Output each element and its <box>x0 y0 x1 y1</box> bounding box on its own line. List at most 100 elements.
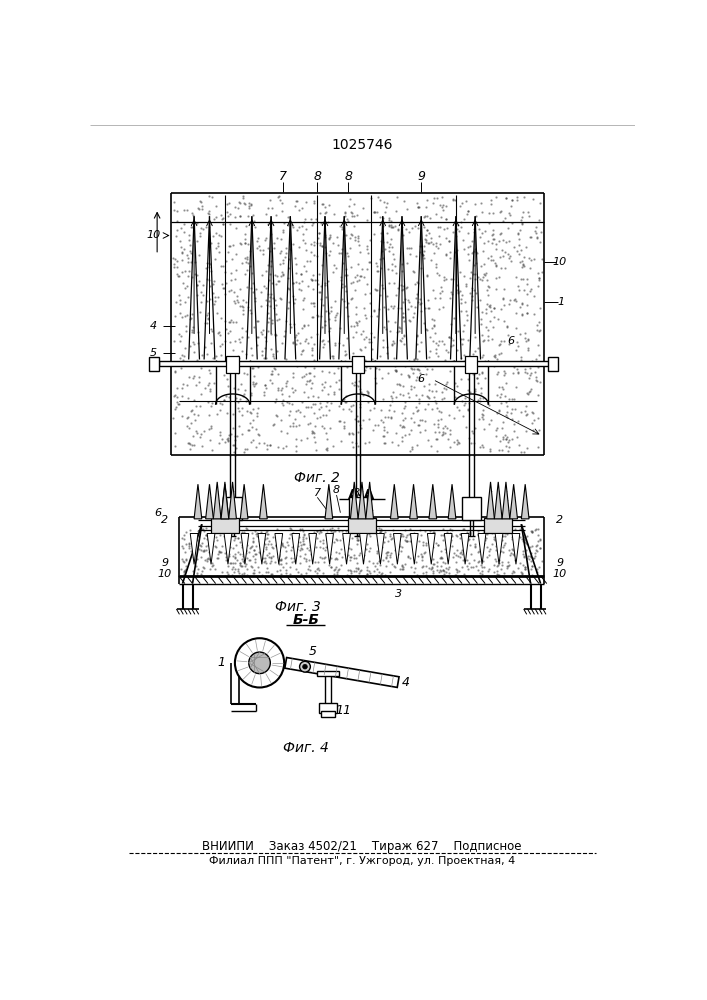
Point <box>421 192 433 208</box>
Point <box>186 322 197 338</box>
Point <box>261 333 272 349</box>
Point <box>398 336 409 352</box>
Point <box>233 394 244 410</box>
Point <box>452 562 463 578</box>
Point <box>298 301 309 317</box>
Point <box>371 567 382 583</box>
Point <box>214 327 226 343</box>
Point <box>406 240 417 256</box>
Point <box>395 277 407 293</box>
Point <box>315 409 326 425</box>
Point <box>170 401 181 417</box>
Point <box>496 442 507 458</box>
Point <box>172 396 183 412</box>
Point <box>448 434 460 450</box>
Point <box>457 552 469 568</box>
Point <box>261 380 272 396</box>
Circle shape <box>235 638 284 687</box>
Point <box>390 362 401 378</box>
Point <box>240 393 252 409</box>
Point <box>225 334 236 350</box>
Point <box>416 238 427 254</box>
Point <box>414 412 426 428</box>
Point <box>508 416 520 432</box>
Point <box>502 404 513 420</box>
Point <box>504 547 515 563</box>
Point <box>374 524 385 540</box>
Point <box>204 206 215 222</box>
Point <box>400 280 411 296</box>
Point <box>388 350 399 366</box>
Point <box>421 361 433 377</box>
Point <box>464 525 476 541</box>
Point <box>290 336 301 352</box>
Point <box>303 416 314 432</box>
Point <box>230 314 242 330</box>
Point <box>297 533 308 549</box>
Point <box>250 546 261 562</box>
Point <box>385 388 397 404</box>
Point <box>450 561 462 577</box>
Point <box>442 561 453 577</box>
Point <box>291 431 302 447</box>
Point <box>316 550 327 566</box>
Point <box>247 533 258 549</box>
Point <box>455 549 466 565</box>
Point <box>312 308 323 324</box>
Point <box>457 232 468 248</box>
Point <box>437 427 448 443</box>
Point <box>354 547 365 563</box>
Point <box>222 371 233 387</box>
Text: 9: 9 <box>556 558 563 568</box>
Point <box>336 549 347 565</box>
Point <box>441 220 452 236</box>
Point <box>315 395 326 411</box>
Point <box>291 222 303 238</box>
Point <box>494 433 506 449</box>
Point <box>425 252 436 268</box>
Point <box>206 398 217 414</box>
Point <box>241 279 252 295</box>
Point <box>303 552 314 568</box>
Point <box>384 354 395 370</box>
Point <box>416 552 428 568</box>
Polygon shape <box>285 658 399 687</box>
Point <box>378 280 389 296</box>
Point <box>267 363 278 379</box>
Point <box>510 293 521 309</box>
Point <box>240 196 251 212</box>
Point <box>414 291 425 307</box>
Point <box>185 522 196 538</box>
Point <box>396 526 407 542</box>
Point <box>496 554 508 570</box>
Point <box>508 239 520 255</box>
Point <box>341 261 352 277</box>
Point <box>201 219 212 235</box>
Point <box>188 336 199 352</box>
Point <box>432 337 443 353</box>
Point <box>298 226 309 242</box>
Point <box>284 407 295 423</box>
Point <box>270 267 281 283</box>
Point <box>206 418 217 434</box>
Point <box>196 549 207 565</box>
Point <box>229 333 240 349</box>
Point <box>192 267 203 283</box>
Point <box>216 564 228 580</box>
Point <box>384 239 395 255</box>
Point <box>397 263 408 279</box>
Point <box>532 439 544 455</box>
Point <box>404 550 416 566</box>
Point <box>235 334 246 350</box>
Point <box>497 429 508 445</box>
Point <box>419 300 431 316</box>
Point <box>347 227 358 243</box>
Point <box>493 442 505 458</box>
Point <box>324 243 335 259</box>
Point <box>405 298 416 314</box>
Point <box>218 367 230 383</box>
Point <box>522 342 534 358</box>
Point <box>233 563 244 579</box>
Point <box>235 391 246 407</box>
Point <box>480 305 491 321</box>
